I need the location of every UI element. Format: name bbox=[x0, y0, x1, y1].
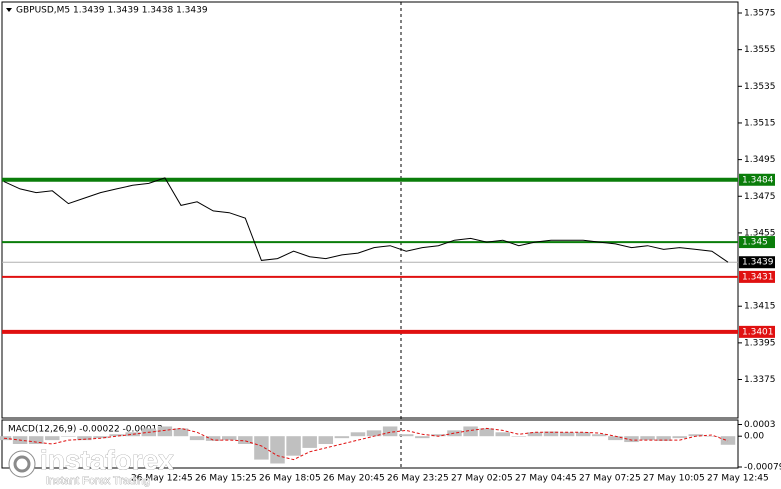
macd-bar bbox=[431, 434, 446, 437]
macd-bar bbox=[318, 436, 334, 444]
current-price-box bbox=[739, 256, 775, 269]
price-line bbox=[3, 177, 729, 263]
x-tick-label: 27 May 04:45 bbox=[515, 474, 577, 484]
current-price-label: 1.3439 bbox=[742, 258, 774, 268]
macd-bar bbox=[366, 430, 382, 437]
macd-bar bbox=[495, 432, 510, 437]
x-tick-label: 26 May 18:05 bbox=[259, 474, 321, 484]
y-tick-label: 1.3375 bbox=[744, 375, 776, 385]
macd-bar bbox=[77, 436, 92, 441]
x-tick-label: 26 May 20:45 bbox=[323, 474, 385, 484]
macd-bar bbox=[350, 432, 366, 437]
macd-bar bbox=[205, 436, 221, 441]
macd-bar bbox=[286, 436, 301, 456]
price-pane bbox=[1, 1, 739, 419]
macd-bar bbox=[656, 436, 671, 441]
level-label-box bbox=[739, 325, 775, 338]
macd-signal bbox=[3, 427, 729, 461]
macd-bar bbox=[254, 436, 269, 460]
level-label-box bbox=[739, 236, 775, 249]
macd-bar bbox=[93, 436, 108, 439]
x-tick-label: 27 May 02:05 bbox=[451, 474, 513, 484]
level-label: 1.3401 bbox=[742, 327, 774, 337]
x-tick-label: 26 May 23:25 bbox=[387, 474, 449, 484]
y-tick-label: 1.3555 bbox=[744, 45, 776, 55]
y-tick-label: 1.3495 bbox=[744, 155, 776, 165]
macd-bar bbox=[61, 436, 76, 437]
macd-bar bbox=[238, 436, 253, 444]
brand: instaforex bbox=[40, 444, 174, 475]
y-tick-label: 1.3415 bbox=[744, 302, 776, 312]
y-tick-label: 1.3515 bbox=[744, 118, 776, 128]
y-tick-label: 1.3395 bbox=[744, 338, 776, 348]
macd-bar bbox=[479, 428, 494, 437]
macd-bar bbox=[463, 426, 478, 437]
macd-bar bbox=[173, 428, 189, 437]
macd-bar bbox=[447, 430, 462, 437]
macd-bar bbox=[543, 431, 559, 437]
macd-bar bbox=[608, 436, 623, 441]
macd-title: MACD(12,26,9) -0.00022 -0.00012 bbox=[8, 425, 163, 435]
x-tick-label: 27 May 10:05 bbox=[643, 474, 705, 484]
macd-bar bbox=[592, 434, 607, 437]
x-tick-label: 26 May 12:45 bbox=[131, 474, 193, 484]
macd-bar bbox=[624, 436, 639, 443]
macd-bar bbox=[109, 434, 124, 437]
y-tick-label: 1.3475 bbox=[744, 192, 776, 202]
level-label-box bbox=[739, 173, 775, 186]
y-tick-label: 1.3575 bbox=[744, 8, 776, 18]
macd-bar bbox=[527, 432, 543, 437]
level-label: 1.345 bbox=[742, 238, 768, 248]
macd-bar bbox=[640, 436, 655, 441]
macd-bar bbox=[704, 436, 720, 437]
macd-bar bbox=[575, 432, 591, 437]
level-label: 1.3431 bbox=[742, 272, 774, 282]
chart-title: GBPUSD,M5 1.3439 1.3439 1.3438 1.3439 bbox=[16, 6, 208, 16]
macd-bar bbox=[125, 432, 140, 437]
macd-bar bbox=[415, 436, 430, 439]
macd-tick-label: 0.00 bbox=[744, 432, 764, 442]
tagline: Instant Forex Trading bbox=[46, 475, 150, 487]
macd-bar bbox=[398, 434, 414, 437]
x-tick-label: 26 May 15:25 bbox=[195, 474, 257, 484]
macd-bar bbox=[559, 432, 575, 437]
macd-bar bbox=[189, 436, 205, 441]
macd-bar bbox=[334, 436, 350, 439]
x-tick-label: 27 May 12:45 bbox=[707, 474, 769, 484]
macd-bar bbox=[222, 436, 237, 441]
logo-ring bbox=[13, 455, 31, 473]
watermark: instaforex Instant Forex Trading bbox=[8, 444, 175, 487]
macd-pane bbox=[1, 419, 739, 469]
y-tick-label: 1.3535 bbox=[744, 82, 776, 92]
level-label-box bbox=[739, 270, 775, 283]
logo bbox=[8, 450, 36, 478]
menu-arrow bbox=[6, 8, 12, 12]
macd-bar bbox=[270, 436, 285, 464]
macd-tick-label: 0.0003 bbox=[744, 420, 776, 430]
macd-bar bbox=[382, 426, 398, 437]
macd-bar bbox=[302, 436, 317, 448]
macd-bar bbox=[511, 436, 527, 437]
macd-bar bbox=[157, 426, 173, 437]
macd-bar bbox=[28, 436, 44, 444]
level-label: 1.3484 bbox=[742, 175, 774, 185]
macd-bar bbox=[672, 436, 687, 439]
marks: 1.3575 1.3555 1.3535 1.3515 1.3495 1.3475 1.34… bbox=[0, 8, 781, 484]
macd-tick-label: -0.00079 bbox=[744, 463, 781, 473]
x-tick-label: 27 May 07:25 bbox=[579, 474, 641, 484]
y-tick-label: 1.3455 bbox=[744, 228, 776, 238]
macd-bar bbox=[688, 434, 704, 437]
macd-bar bbox=[45, 436, 60, 441]
